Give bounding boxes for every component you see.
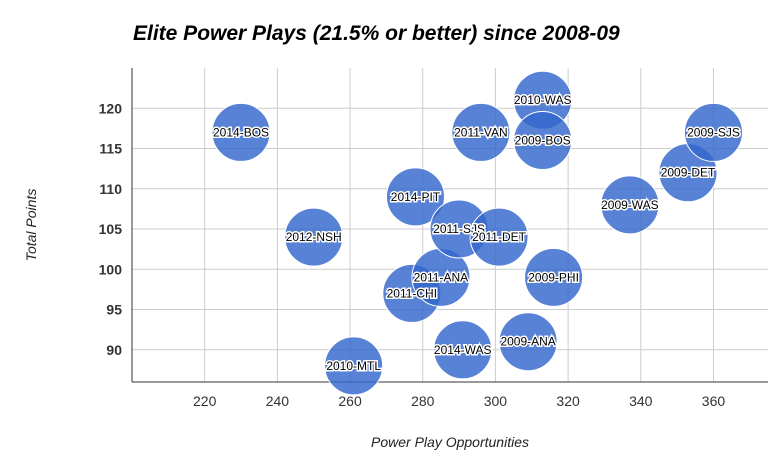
- x-tick-label: 260: [338, 393, 362, 409]
- bubble-2012-nsh[interactable]: [284, 207, 344, 267]
- bubble-labels: 2014-BOS 2012-NSH 2010-MTL 2011-CHI 2014-PIT…: [212, 92, 742, 375]
- bubble-2011-det[interactable]: [469, 207, 529, 267]
- bubble-label-2012-nsh: 2012-NSH: [286, 230, 342, 244]
- bubble-label-2010-was: 2010-WAS: [514, 93, 572, 107]
- bubble-2014-pit[interactable]: [385, 167, 445, 227]
- bubble-2014-was[interactable]: [433, 320, 493, 380]
- bubble-label-2011-van: 2011-VAN: [454, 125, 508, 139]
- y-tick-label: 90: [106, 342, 122, 358]
- y-tick-label: 105: [99, 221, 123, 237]
- x-tick-label: 340: [629, 393, 653, 409]
- bubble-2014-bos[interactable]: [211, 102, 271, 162]
- axes: [131, 68, 768, 383]
- bubble-2009-ana[interactable]: [498, 312, 558, 372]
- y-tick-label: 120: [99, 100, 123, 116]
- bubble-label-2009-ana: 2009-ANA: [500, 335, 555, 349]
- bubble-label-2009-phi: 2009-PHI: [528, 270, 579, 284]
- tick-labels: 220 240 260 280 300 320 340 360 90 95 100 105 110 115…: [99, 100, 726, 409]
- bubble-2011-van[interactable]: [451, 102, 511, 162]
- x-tick-label: 220: [193, 393, 217, 409]
- bubble-label-2009-sjs: 2009-SJS: [687, 125, 740, 139]
- bubble-label-2011-chi: 2011-CHI: [387, 286, 437, 300]
- bubble-label-2009-was: 2009-WAS: [601, 198, 659, 212]
- x-tick-label: 240: [266, 393, 290, 409]
- bubble-2010-mtl[interactable]: [324, 336, 384, 396]
- bubble-label-2014-pit: 2014-PIT: [391, 190, 441, 204]
- bubble-label-2011-ana: 2011-ANA: [414, 270, 468, 284]
- chart-title: Elite Power Plays (21.5% or better) sinc…: [133, 22, 620, 45]
- bubbles: [211, 70, 743, 396]
- bubble-label-2010-mtl: 2010-MTL: [326, 359, 381, 373]
- bubble-label-2014-was: 2014-WAS: [434, 343, 492, 357]
- x-tick-label: 360: [702, 393, 726, 409]
- grid-lines: [132, 68, 768, 382]
- y-tick-label: 95: [106, 302, 122, 318]
- bubble-2009-sjs[interactable]: [683, 102, 743, 162]
- y-tick-label: 100: [99, 261, 123, 277]
- x-tick-label: 280: [411, 393, 435, 409]
- bubble-label-2009-det: 2009-DET: [661, 166, 716, 180]
- bubble-label-2014-bos: 2014-BOS: [213, 125, 269, 139]
- y-tick-label: 110: [99, 181, 122, 197]
- y-tick-label: 115: [99, 141, 122, 157]
- bubble-2009-bos[interactable]: [513, 110, 573, 170]
- x-axis-title: Power Play Opportunities: [371, 434, 529, 450]
- y-axis-title: Total Points: [23, 188, 39, 262]
- x-tick-label: 320: [556, 393, 580, 409]
- bubble-label-2009-bos: 2009-BOS: [515, 133, 571, 147]
- bubble-label-2011-det: 2011-DET: [472, 230, 526, 244]
- bubble-label-2011-sjs: 2011-SJS: [433, 222, 485, 236]
- bubble-2009-was[interactable]: [600, 175, 660, 235]
- x-tick-label: 300: [484, 393, 508, 409]
- bubble-2009-phi[interactable]: [524, 247, 584, 307]
